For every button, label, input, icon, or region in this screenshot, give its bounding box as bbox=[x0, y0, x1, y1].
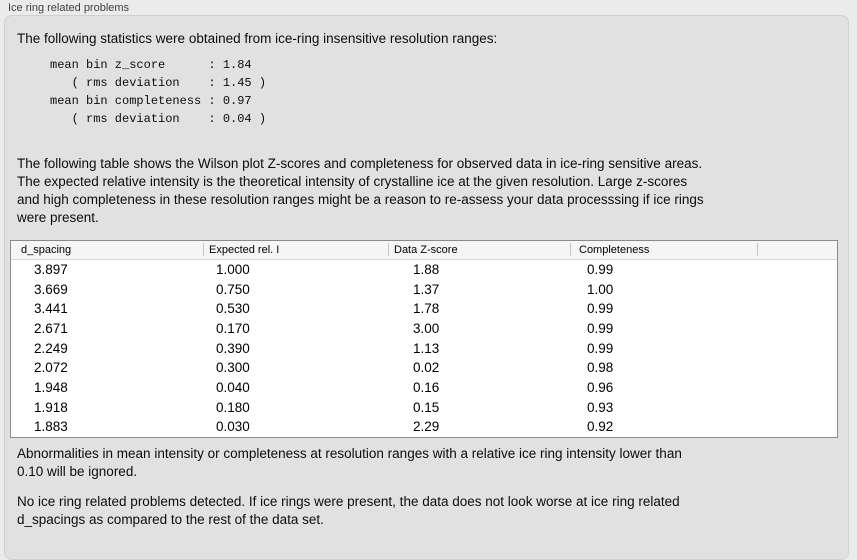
table-row[interactable]: 3.897 1.000 1.88 0.99 bbox=[11, 260, 837, 280]
column-separator bbox=[203, 243, 204, 256]
table-cell: 0.93 bbox=[587, 399, 614, 415]
table-row[interactable]: 2.249 0.390 1.13 0.99 bbox=[11, 338, 837, 359]
table-cell: 2.072 bbox=[34, 360, 68, 376]
table-row[interactable]: 3.669 0.750 1.37 1.00 bbox=[11, 279, 837, 300]
table-cell: 2.29 bbox=[413, 419, 440, 435]
column-header-blank[interactable] bbox=[758, 241, 837, 259]
table-cell: 0.96 bbox=[587, 379, 614, 395]
table-cell: 0.300 bbox=[216, 360, 250, 376]
table-cell: 0.98 bbox=[587, 360, 614, 376]
table-cell: 1.883 bbox=[34, 419, 68, 435]
table-description-paragraph: The following table shows the Wilson plo… bbox=[17, 156, 704, 225]
table-cell: 1.000 bbox=[216, 262, 250, 277]
table-row[interactable]: 1.918 0.180 0.15 0.93 bbox=[11, 397, 837, 418]
table-cell: 1.918 bbox=[34, 399, 68, 415]
table-header: d_spacing Expected rel. I Data Z-score Comp… bbox=[11, 241, 837, 260]
column-header-data-z-score[interactable]: Data Z-score bbox=[394, 244, 458, 256]
table-cell: 0.16 bbox=[413, 379, 440, 395]
table-cell: 0.180 bbox=[216, 399, 250, 415]
table-cell: 0.030 bbox=[216, 419, 250, 435]
group-box-title: Ice ring related problems bbox=[8, 2, 130, 14]
column-separator bbox=[570, 243, 571, 256]
table-cell: 0.99 bbox=[587, 340, 614, 356]
table-row[interactable]: 1.948 0.040 0.16 0.96 bbox=[11, 377, 837, 398]
ice-ring-panel: The following statistics were obtained f… bbox=[4, 15, 849, 560]
table-cell: 2.671 bbox=[34, 320, 68, 336]
table-row[interactable]: 3.441 0.530 1.78 0.99 bbox=[11, 299, 837, 319]
table-cell: 0.99 bbox=[587, 301, 614, 317]
table-cell: 3.00 bbox=[413, 320, 440, 336]
table-cell: 1.78 bbox=[413, 301, 440, 317]
table-cell: 0.530 bbox=[216, 301, 250, 317]
table-cell: 0.750 bbox=[216, 281, 250, 297]
conclusion-note: No ice ring related problems detected. I… bbox=[17, 494, 680, 527]
table-cell: 3.669 bbox=[34, 281, 68, 297]
table-cell: 0.92 bbox=[587, 419, 614, 435]
ignore-threshold-note: Abnormalities in mean intensity or compl… bbox=[17, 446, 682, 479]
table-cell: 0.170 bbox=[216, 320, 250, 336]
column-separator bbox=[388, 243, 389, 256]
table-cell: 1.88 bbox=[413, 262, 440, 277]
table-row[interactable]: 1.883 0.030 2.29 0.92 bbox=[11, 417, 837, 437]
column-header-expected-rel-i[interactable]: Expected rel. I bbox=[209, 244, 280, 256]
table-cell: 1.00 bbox=[587, 281, 614, 297]
table-body: 3.897 1.000 1.88 0.99 3.669 0.750 1.37 1.00 3.44… bbox=[11, 260, 837, 437]
table-cell: 0.390 bbox=[216, 340, 250, 356]
ice-ring-statistics-block: mean bin z_score : 1.84 ( rms deviation … bbox=[50, 58, 267, 126]
table-cell: 0.040 bbox=[216, 379, 250, 395]
column-separator bbox=[757, 243, 758, 256]
table-cell: 0.99 bbox=[587, 262, 614, 277]
column-header-completeness[interactable]: Completeness bbox=[579, 244, 650, 256]
table-cell: 0.15 bbox=[413, 399, 440, 415]
column-header-d-spacing[interactable]: d_spacing bbox=[21, 244, 72, 256]
table-cell: 1.13 bbox=[413, 340, 440, 356]
table-cell: 2.249 bbox=[34, 340, 68, 356]
table-cell: 0.02 bbox=[413, 360, 440, 376]
intro-paragraph: The following statistics were obtained f… bbox=[17, 31, 498, 46]
table-cell: 1.948 bbox=[34, 379, 68, 395]
table-row[interactable]: 2.671 0.170 3.00 0.99 bbox=[11, 318, 837, 339]
table-cell: 0.99 bbox=[587, 320, 614, 336]
table-cell: 1.37 bbox=[413, 281, 440, 297]
table-cell: 3.897 bbox=[34, 262, 68, 277]
table-cell: 3.441 bbox=[34, 301, 68, 317]
table-row[interactable]: 2.072 0.300 0.02 0.98 bbox=[11, 358, 837, 378]
ice-ring-table: d_spacing Expected rel. I Data Z-score Comp… bbox=[10, 240, 838, 438]
